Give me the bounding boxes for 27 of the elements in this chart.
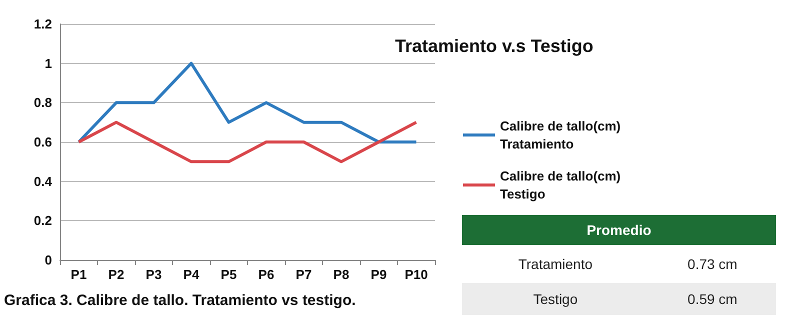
x-tick-label: P10 [404,267,428,282]
y-tick-label: 0 [44,252,52,268]
x-tick-label: P6 [258,267,274,282]
text: 0.59 cm [648,283,776,315]
y-tick-label: 1 [44,56,52,71]
y-tick-label: 0.8 [34,95,52,110]
y-tick-label: 1.2 [34,16,52,32]
x-tick-label: P5 [220,267,237,282]
x-tick-label: P1 [70,267,87,282]
line-series [77,62,418,144]
x-tick-label: P3 [146,267,162,282]
x-tick-label: P7 [296,267,312,282]
x-tick-label: P4 [183,267,200,282]
text: Tratamiento v.s Testigo [395,36,594,56]
text: Promedio [462,215,776,245]
y-tick-label: 0.4 [34,174,53,189]
text: Tratamiento [462,248,649,280]
x-tick-label: P8 [333,267,350,282]
legend-label: Calibre de tallo(cm) Tratamiento [500,118,624,152]
x-tick-label: P2 [108,267,124,282]
text: 0.73 cm [648,248,776,280]
text: Testigo [462,283,649,315]
text: Grafica 3. Calibre de tallo. Tratamiento vs testigo. [4,292,356,309]
y-tick-label: 0.6 [34,134,52,150]
legend-label: Calibre de tallo(cm) Testigo [500,168,624,202]
y-tick-label: 0.2 [34,213,52,228]
x-tick-label: P9 [370,267,387,282]
